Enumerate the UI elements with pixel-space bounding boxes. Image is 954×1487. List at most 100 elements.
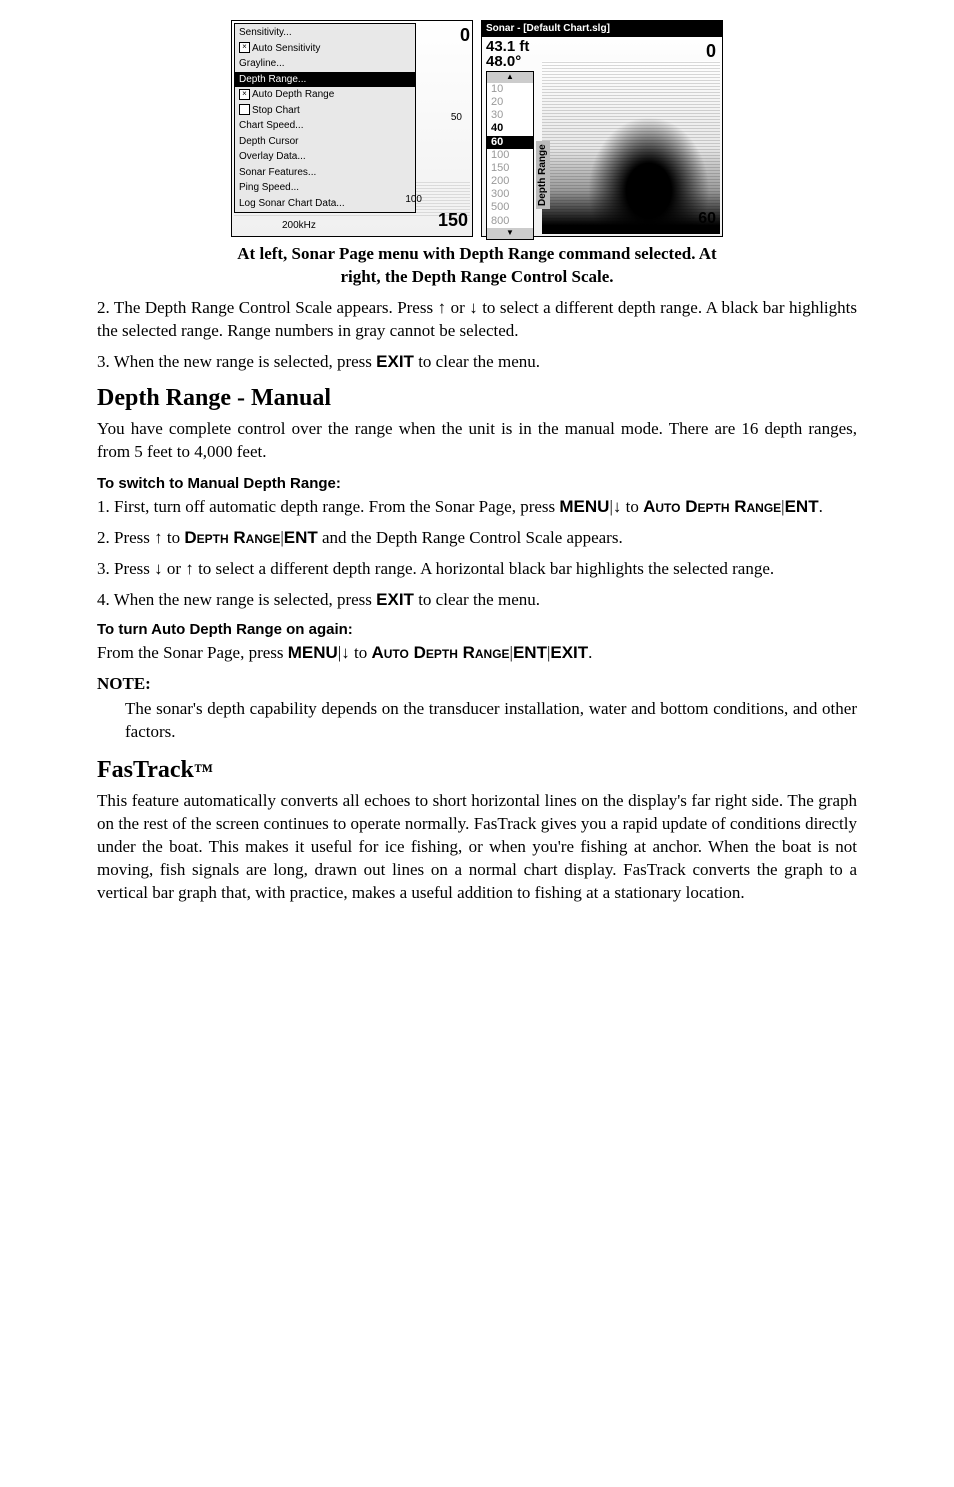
t: 2. The Depth Range Control Scale appears… (97, 298, 438, 317)
menu-item-label: Auto Sensitivity (252, 43, 320, 54)
subhead-auto-on-again: To turn Auto Depth Range on again: (97, 620, 857, 640)
menu-item-label: Chart Speed... (239, 120, 303, 131)
ent-key: ENT (513, 643, 547, 662)
depth-range-label: Depth Range (536, 141, 550, 209)
caption-line2: right, the Depth Range Control Scale. (340, 267, 613, 286)
caption-line1: At left, Sonar Page menu with Depth Rang… (237, 244, 716, 263)
up-arrow-icon: ↑ (438, 298, 447, 317)
sonar-chart-area (542, 61, 720, 234)
menu-item[interactable]: Sonar Features... (235, 165, 415, 181)
menu-item[interactable]: ×Auto Sensitivity (235, 41, 415, 57)
screenshot-right: Sonar - [Default Chart.slg] 43.1 ft 48.0… (481, 20, 723, 237)
figure-caption: At left, Sonar Page menu with Depth Rang… (97, 243, 857, 289)
t: to select a different depth range. A hor… (194, 559, 774, 578)
tm-symbol: ™ (194, 761, 213, 782)
menu-item-label: Depth Range... (239, 74, 306, 85)
menu-item[interactable]: Overlay Data... (235, 149, 415, 165)
t: FasTrack (97, 757, 194, 783)
depth-temp-readout: 43.1 ft 48.0° (486, 39, 529, 69)
menu-item[interactable]: Chart Speed... (235, 118, 415, 134)
t: 4. When the new range is selected, press (97, 590, 376, 609)
range-up-arrow[interactable]: ▲ (487, 72, 533, 83)
depth-mid-50: 50 (451, 111, 462, 125)
menu-key: MENU (559, 497, 609, 516)
manual-step-2: 2. Press ↑ to Depth Range|ENT and the De… (97, 527, 857, 550)
depth-range-scale[interactable]: ▲ 1020304060100150200300500800 ▼ (486, 71, 534, 240)
t: . (588, 643, 592, 662)
menu-item[interactable]: Log Sonar Chart Data... (235, 196, 415, 212)
range-value[interactable]: 500 (487, 201, 533, 214)
auto-depth-range-label: Auto Depth Range (643, 497, 781, 516)
step-3-intro: 3. When the new range is selected, press… (97, 351, 857, 374)
t: 1. First, turn off automatic depth range… (97, 497, 559, 516)
menu-item[interactable]: Depth Range... (235, 72, 415, 88)
range-value[interactable]: 10 (487, 83, 533, 96)
range-value[interactable]: 300 (487, 188, 533, 201)
menu-item[interactable]: Sensitivity... (235, 25, 415, 41)
menu-item[interactable]: Ping Speed... (235, 180, 415, 196)
menu-item[interactable]: ×Auto Depth Range (235, 87, 415, 103)
t: 2. Press (97, 528, 154, 547)
t: and the Depth Range Control Scale appear… (318, 528, 623, 547)
t: or (163, 559, 186, 578)
t: . (819, 497, 823, 516)
checkbox-icon[interactable]: × (239, 89, 250, 100)
menu-item-label: Sensitivity... (239, 27, 292, 38)
range-value[interactable]: 30 (487, 109, 533, 122)
sonar-menu: Sensitivity...×Auto SensitivityGrayline.… (234, 23, 416, 213)
fastrack-body: This feature automatically converts all … (97, 790, 857, 905)
range-value[interactable]: 60 (487, 136, 533, 149)
menu-item[interactable]: Grayline... (235, 56, 415, 72)
auto-on-again-step: From the Sonar Page, press MENU|↓ to Aut… (97, 642, 857, 665)
manual-step-4: 4. When the new range is selected, press… (97, 589, 857, 612)
t: 3. When the new range is selected, press (97, 352, 376, 371)
t: or (446, 298, 469, 317)
menu-item-label: Grayline... (239, 58, 285, 69)
menu-key: MENU (288, 643, 338, 662)
note-label: NOTE: (97, 673, 857, 696)
menu-item-label: Ping Speed... (239, 182, 299, 193)
range-value[interactable]: 200 (487, 175, 533, 188)
menu-item[interactable]: Stop Chart (235, 103, 415, 119)
menu-item-label: Log Sonar Chart Data... (239, 198, 345, 209)
range-value[interactable]: 100 (487, 149, 533, 162)
range-value[interactable]: 40 (487, 122, 533, 135)
scale-top-0: 0 (706, 39, 716, 63)
depth-top-0: 0 (460, 23, 470, 47)
menu-item-label: Depth Cursor (239, 136, 298, 147)
t: to (163, 528, 185, 547)
manual-step-1: 1. First, turn off automatic depth range… (97, 496, 857, 519)
menu-item-label: Sonar Features... (239, 167, 316, 178)
down-arrow-icon: ↓ (154, 559, 163, 578)
checkbox-icon[interactable]: × (239, 42, 250, 53)
t: to clear the menu. (414, 352, 540, 371)
heading-depth-range-manual: Depth Range - Manual (97, 382, 857, 414)
t: to (621, 497, 643, 516)
figure-row: Sensitivity...×Auto SensitivityGrayline.… (97, 20, 857, 237)
manual-intro: You have complete control over the range… (97, 418, 857, 464)
menu-item-label: Overlay Data... (239, 151, 306, 162)
t: to (350, 643, 372, 662)
range-value[interactable]: 20 (487, 96, 533, 109)
window-title: Sonar - [Default Chart.slg] (482, 21, 722, 37)
down-arrow-icon: ↓ (341, 643, 350, 662)
range-value[interactable]: 800 (487, 215, 533, 228)
exit-key: EXIT (550, 643, 588, 662)
note-body: The sonar's depth capability depends on … (125, 698, 857, 744)
ent-key: ENT (785, 497, 819, 516)
screenshot-left: Sensitivity...×Auto SensitivityGrayline.… (231, 20, 473, 237)
temp-readout: 48.0° (486, 53, 521, 70)
depth-bottom-150: 150 (438, 208, 468, 232)
t: to clear the menu. (414, 590, 540, 609)
t: From the Sonar Page, press (97, 643, 288, 662)
ent-key: ENT (284, 528, 318, 547)
step-2-intro: 2. The Depth Range Control Scale appears… (97, 297, 857, 343)
exit-key: EXIT (376, 352, 414, 371)
depth-100: 100 (405, 193, 422, 207)
menu-item[interactable]: Depth Cursor (235, 134, 415, 150)
range-down-arrow[interactable]: ▼ (487, 228, 533, 239)
checkbox-icon[interactable] (239, 104, 250, 115)
up-arrow-icon: ↑ (154, 528, 163, 547)
manual-step-3: 3. Press ↓ or ↑ to select a different de… (97, 558, 857, 581)
range-value[interactable]: 150 (487, 162, 533, 175)
